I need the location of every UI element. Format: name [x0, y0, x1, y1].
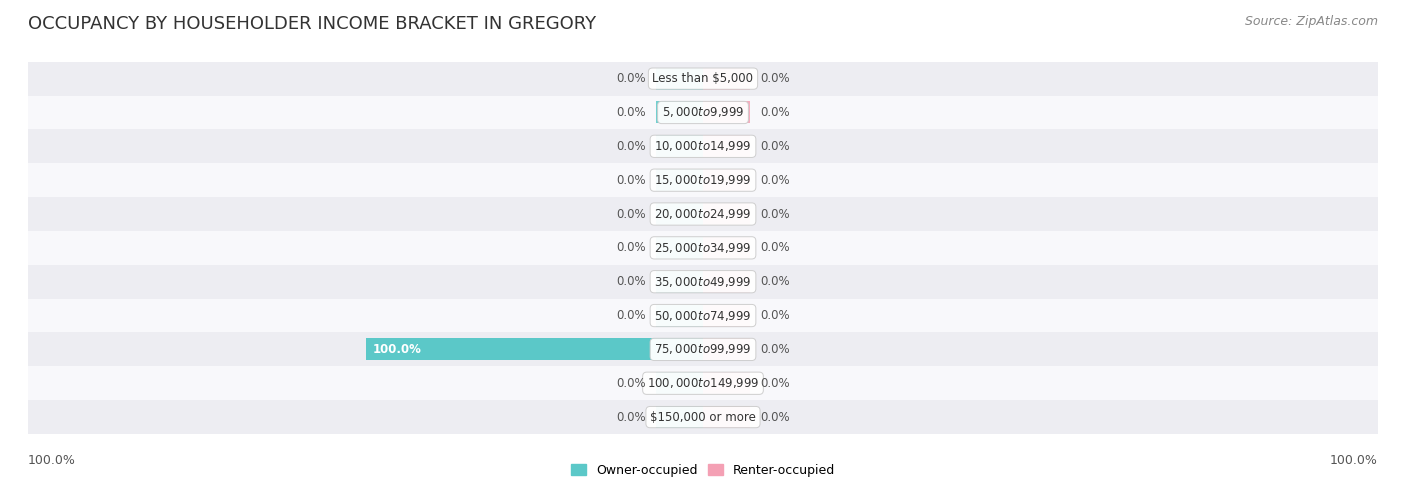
- Bar: [28, 332, 1378, 366]
- Bar: [655, 102, 703, 123]
- Bar: [703, 338, 751, 361]
- Bar: [703, 102, 751, 123]
- Text: 0.0%: 0.0%: [761, 411, 790, 424]
- Bar: [655, 305, 703, 327]
- Bar: [703, 203, 751, 225]
- Text: $35,000 to $49,999: $35,000 to $49,999: [654, 275, 752, 289]
- Bar: [703, 372, 751, 394]
- Bar: [703, 406, 751, 428]
- Bar: [655, 203, 703, 225]
- Text: 0.0%: 0.0%: [761, 377, 790, 390]
- Text: $5,000 to $9,999: $5,000 to $9,999: [662, 105, 744, 120]
- Text: Less than $5,000: Less than $5,000: [652, 72, 754, 85]
- Bar: [28, 62, 1378, 96]
- Bar: [366, 338, 703, 361]
- Text: $10,000 to $14,999: $10,000 to $14,999: [654, 139, 752, 153]
- Bar: [655, 237, 703, 259]
- Bar: [28, 231, 1378, 265]
- Bar: [28, 163, 1378, 197]
- Text: 0.0%: 0.0%: [761, 174, 790, 187]
- Bar: [703, 271, 751, 293]
- Text: 100.0%: 100.0%: [28, 453, 76, 467]
- Text: Source: ZipAtlas.com: Source: ZipAtlas.com: [1244, 15, 1378, 28]
- Text: 100.0%: 100.0%: [373, 343, 422, 356]
- Bar: [28, 96, 1378, 129]
- Bar: [703, 169, 751, 191]
- Text: 0.0%: 0.0%: [616, 377, 645, 390]
- Bar: [28, 197, 1378, 231]
- Text: $25,000 to $34,999: $25,000 to $34,999: [654, 241, 752, 255]
- Text: $15,000 to $19,999: $15,000 to $19,999: [654, 173, 752, 187]
- Bar: [703, 305, 751, 327]
- Text: 0.0%: 0.0%: [761, 343, 790, 356]
- Bar: [655, 68, 703, 89]
- Text: 0.0%: 0.0%: [616, 411, 645, 424]
- Bar: [28, 129, 1378, 163]
- Bar: [28, 298, 1378, 332]
- Text: 0.0%: 0.0%: [616, 275, 645, 288]
- Text: 0.0%: 0.0%: [761, 106, 790, 119]
- Bar: [655, 271, 703, 293]
- Text: 0.0%: 0.0%: [616, 174, 645, 187]
- Text: 0.0%: 0.0%: [761, 72, 790, 85]
- Text: $75,000 to $99,999: $75,000 to $99,999: [654, 343, 752, 356]
- Bar: [28, 265, 1378, 298]
- Text: $150,000 or more: $150,000 or more: [650, 411, 756, 424]
- Text: $100,000 to $149,999: $100,000 to $149,999: [647, 376, 759, 390]
- Text: 0.0%: 0.0%: [761, 309, 790, 322]
- Bar: [703, 68, 751, 89]
- Text: 0.0%: 0.0%: [761, 275, 790, 288]
- Bar: [28, 400, 1378, 434]
- Bar: [655, 406, 703, 428]
- Bar: [703, 237, 751, 259]
- Bar: [28, 366, 1378, 400]
- Bar: [655, 135, 703, 157]
- Text: $50,000 to $74,999: $50,000 to $74,999: [654, 309, 752, 323]
- Text: 0.0%: 0.0%: [761, 242, 790, 254]
- Text: OCCUPANCY BY HOUSEHOLDER INCOME BRACKET IN GREGORY: OCCUPANCY BY HOUSEHOLDER INCOME BRACKET …: [28, 15, 596, 33]
- Text: 0.0%: 0.0%: [616, 242, 645, 254]
- Text: $20,000 to $24,999: $20,000 to $24,999: [654, 207, 752, 221]
- Legend: Owner-occupied, Renter-occupied: Owner-occupied, Renter-occupied: [571, 464, 835, 477]
- Bar: [703, 135, 751, 157]
- Text: 100.0%: 100.0%: [1330, 453, 1378, 467]
- Text: 0.0%: 0.0%: [616, 208, 645, 221]
- Text: 0.0%: 0.0%: [616, 72, 645, 85]
- Text: 0.0%: 0.0%: [761, 208, 790, 221]
- Bar: [655, 372, 703, 394]
- Bar: [655, 169, 703, 191]
- Text: 0.0%: 0.0%: [616, 140, 645, 153]
- Text: 0.0%: 0.0%: [616, 106, 645, 119]
- Text: 0.0%: 0.0%: [616, 309, 645, 322]
- Text: 0.0%: 0.0%: [761, 140, 790, 153]
